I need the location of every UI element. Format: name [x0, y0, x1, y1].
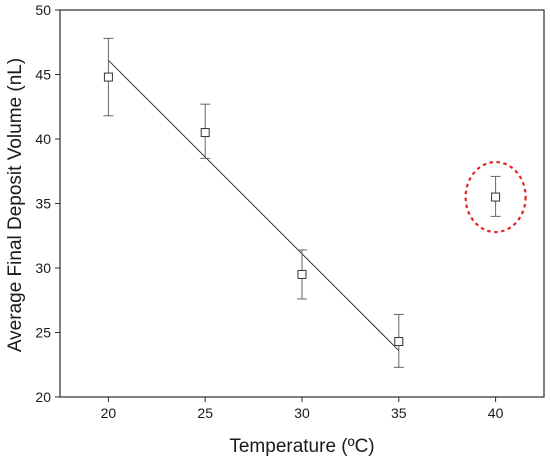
highlight-group	[464, 160, 527, 234]
y-tick-label: 45	[35, 67, 51, 83]
y-tick-label: 50	[35, 2, 51, 18]
x-tick-label: 35	[391, 405, 407, 421]
data-point-marker	[394, 337, 404, 347]
x-axis-title: Temperature (ºC)	[229, 436, 374, 457]
fit-line-group	[108, 59, 400, 351]
y-axis-title: Average Final Deposit Volume (nL)	[5, 58, 26, 352]
fit-line	[108, 59, 400, 351]
data-point-marker	[103, 72, 113, 82]
plot-frame-group	[59, 9, 545, 398]
data-point-marker	[491, 192, 501, 202]
plot-frame	[59, 9, 545, 398]
x-tick-label: 40	[488, 405, 504, 421]
outlier-highlight-ellipse	[464, 160, 527, 234]
y-tick-label: 20	[35, 389, 51, 405]
x-tick-label: 25	[197, 405, 213, 421]
y-tick-label: 30	[35, 260, 51, 276]
ticks-group: 20 25 30 35 40 20 25 30 35 40 45 50	[35, 2, 503, 421]
y-tick-label: 40	[35, 131, 51, 147]
data-point-marker	[297, 269, 307, 279]
y-tick-label: 25	[35, 325, 51, 341]
y-tick-label: 35	[35, 196, 51, 212]
data-points-group	[103, 37, 501, 368]
x-tick-label: 30	[294, 405, 310, 421]
data-point-marker	[200, 128, 210, 138]
x-tick-label: 20	[101, 405, 117, 421]
